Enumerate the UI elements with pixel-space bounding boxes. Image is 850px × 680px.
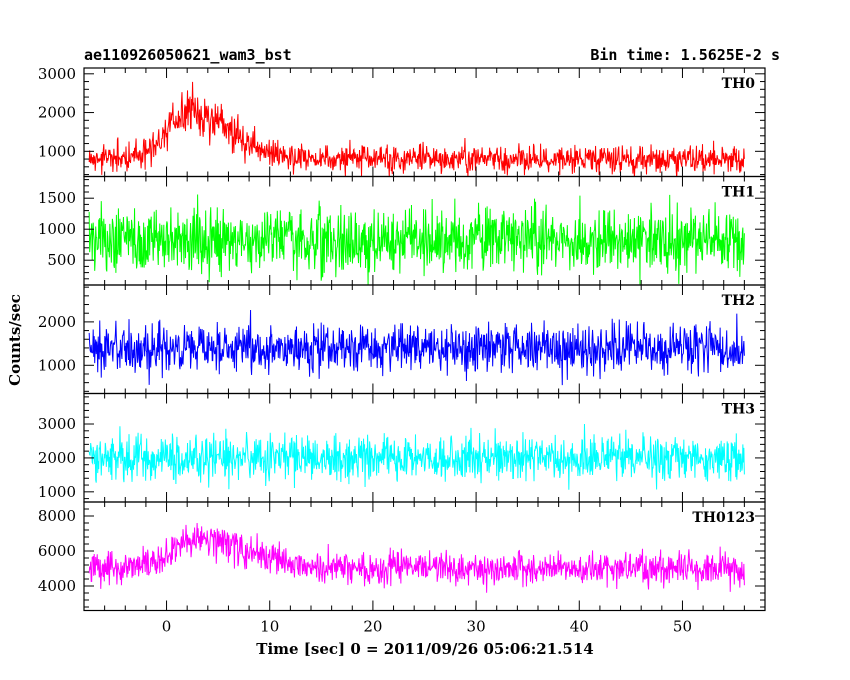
x-tick-label: 40 bbox=[570, 618, 589, 636]
series-line-th3 bbox=[88, 423, 745, 490]
y-tick-label: 6000 bbox=[38, 542, 76, 560]
panel-th1: 500 1000 1500 TH1 bbox=[38, 175, 766, 286]
x-axis-title: Time [sec] 0 = 2011/09/26 05:06:21.514 bbox=[256, 640, 593, 658]
panel-th0: 1000 2000 3000 TH0 bbox=[38, 65, 766, 178]
series-line-th2 bbox=[88, 309, 745, 386]
panels-group: 1000 2000 3000 TH0 500 1000 1500 TH1 1000 2000 TH2… bbox=[38, 65, 766, 612]
y-tick-label: 1000 bbox=[38, 220, 76, 238]
x-tick-label: 20 bbox=[363, 618, 382, 636]
x-axis: 0 10 20 30 40 50 bbox=[162, 618, 692, 636]
x-tick-label: 0 bbox=[162, 618, 172, 636]
x-tick-label: 10 bbox=[260, 618, 279, 636]
panel-frame bbox=[83, 392, 766, 503]
x-tick-label: 50 bbox=[673, 618, 692, 636]
chart-header-right: Bin time: 1.5625E-2 s bbox=[590, 46, 780, 64]
panel-label-th1: TH1 bbox=[722, 185, 755, 201]
y-tick-label: 2000 bbox=[38, 313, 76, 331]
panel-label-th0: TH0 bbox=[722, 76, 756, 92]
y-tick-label: 1000 bbox=[38, 142, 76, 160]
y-axis-title: Counts/sec bbox=[6, 294, 24, 386]
panel-label-th2: TH2 bbox=[722, 293, 755, 309]
y-tick-label: 4000 bbox=[38, 577, 76, 595]
y-tick-label: 1500 bbox=[38, 189, 76, 207]
panel-th2: 1000 2000 TH2 bbox=[38, 284, 766, 395]
series-line-th0123 bbox=[88, 523, 745, 593]
y-tick-label: 3000 bbox=[38, 415, 76, 433]
x-tick-label: 30 bbox=[467, 618, 486, 636]
y-tick-label: 3000 bbox=[38, 65, 76, 83]
y-tick-label: 2000 bbox=[38, 449, 76, 467]
panel-th0123: 4000 6000 8000 TH0123 bbox=[38, 501, 766, 612]
y-tick-label: 1000 bbox=[38, 356, 76, 374]
series-line-th1 bbox=[88, 194, 745, 285]
panel-label-th3: TH3 bbox=[722, 402, 755, 418]
y-tick-label: 2000 bbox=[38, 104, 76, 122]
chart-header-left: ae110926050621_wam3_bst bbox=[84, 46, 292, 64]
series-line-th0 bbox=[88, 81, 745, 177]
y-tick-label: 1000 bbox=[38, 483, 76, 501]
panel-frame bbox=[83, 501, 766, 612]
panel-th3: 1000 2000 3000 TH3 bbox=[38, 392, 766, 503]
y-tick-label: 8000 bbox=[38, 507, 76, 525]
panel-label-th0123: TH0123 bbox=[692, 510, 755, 526]
y-tick-label: 500 bbox=[47, 251, 76, 269]
